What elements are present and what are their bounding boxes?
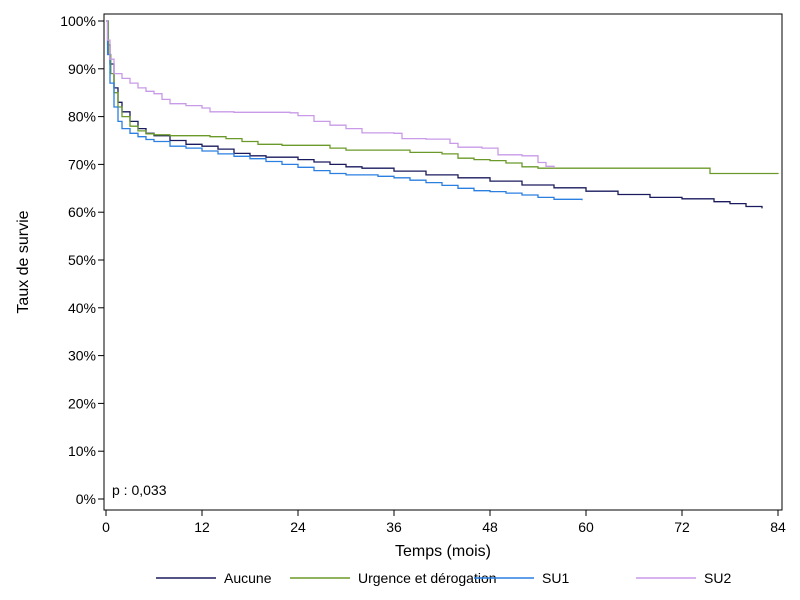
series-line [106, 20, 779, 175]
y-tick-label: 90% [68, 61, 96, 77]
y-axis: 0% 10% 20% 30% 40% 50% 60% 70% 80% 90% 100% [60, 13, 104, 507]
series-lines [106, 20, 779, 209]
y-tick-label: 20% [68, 395, 96, 411]
y-axis-title: Taux de survie [15, 210, 32, 313]
legend: Aucune Urgence et dérogation SU1 SU2 [156, 570, 731, 586]
legend-label: SU1 [542, 570, 569, 586]
x-tick-label: 84 [770, 519, 786, 535]
x-axis: 0 12 24 36 48 60 72 84 [102, 510, 786, 535]
y-tick-label: 10% [68, 443, 96, 459]
x-tick-label: 36 [386, 519, 402, 535]
y-tick-label: 70% [68, 156, 96, 172]
series-line [106, 20, 583, 201]
x-axis-title: Temps (mois) [395, 543, 491, 560]
x-tick-label: 12 [194, 519, 210, 535]
legend-label: Urgence et dérogation [358, 570, 497, 586]
series-line [106, 20, 763, 209]
x-tick-label: 48 [482, 519, 498, 535]
y-tick-label: 40% [68, 300, 96, 316]
x-tick-label: 0 [102, 519, 110, 535]
p-value-annotation: p : 0,033 [112, 482, 167, 498]
legend-label: SU2 [704, 570, 731, 586]
y-tick-label: 50% [68, 252, 96, 268]
y-tick-label: 0% [76, 491, 96, 507]
y-tick-label: 60% [68, 204, 96, 220]
y-tick-label: 80% [68, 109, 96, 125]
series-line [106, 20, 555, 169]
y-tick-label: 100% [60, 13, 96, 29]
legend-label: Aucune [224, 570, 272, 586]
plot-frame [103, 13, 783, 511]
x-tick-label: 60 [578, 519, 594, 535]
x-tick-label: 72 [674, 519, 690, 535]
x-tick-label: 24 [290, 519, 306, 535]
y-tick-label: 30% [68, 348, 96, 364]
